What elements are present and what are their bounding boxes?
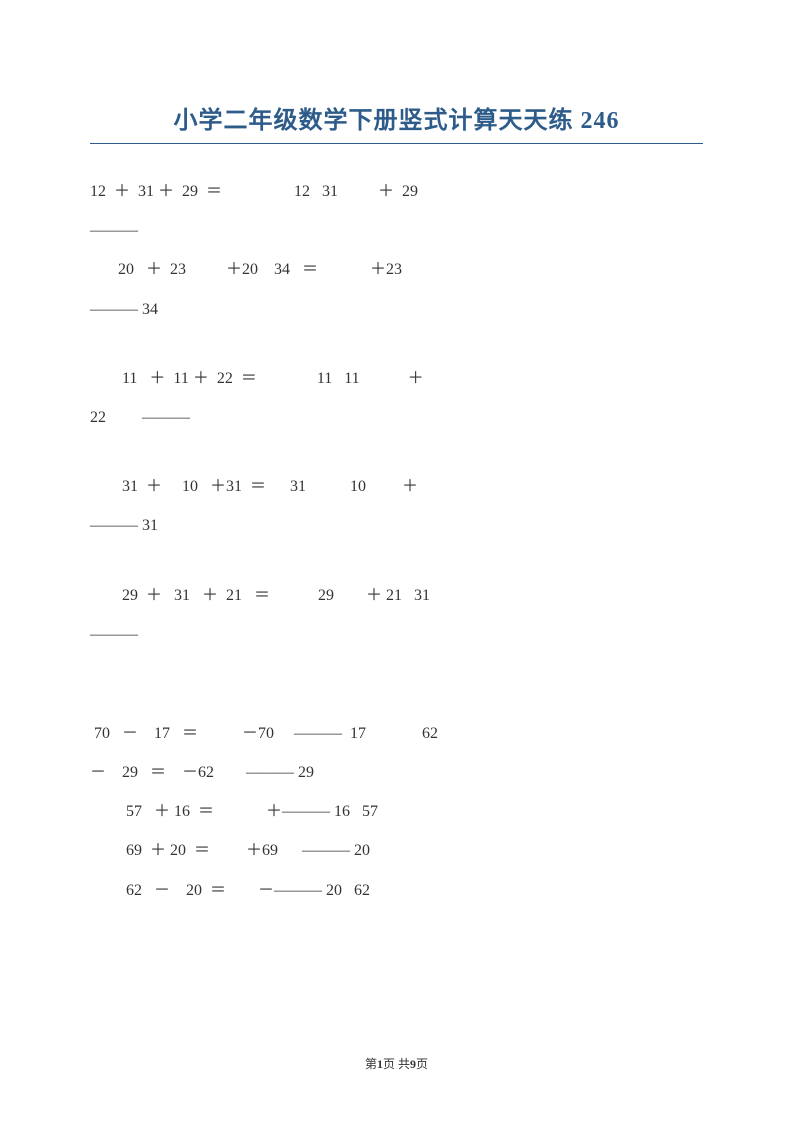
problem-line: 70 － 17 ＝ －70 ——— 17 62 — [90, 716, 703, 751]
problem-line: － 29 ＝ －62 ——— 29 — [90, 755, 703, 790]
problem-line: 22 ——— — [90, 400, 703, 435]
problem-line: 29 ＋ 31 ＋ 21 ＝ 29 ＋ 21 31 — [90, 578, 703, 613]
problem-line: ——— — [90, 617, 703, 652]
spacer — [90, 331, 703, 361]
problem-line: 11 ＋ 11 ＋ 22 ＝ 11 11 ＋ — [90, 361, 703, 396]
worksheet-page: 小学二年级数学下册竖式计算天天练 246 12 ＋ 31 ＋ 29 ＝ 12 3… — [0, 0, 793, 1122]
page-title: 小学二年级数学下册竖式计算天天练 246 — [90, 100, 703, 135]
problem-line: 57 ＋ 16 ＝ ＋——— 16 57 — [90, 794, 703, 829]
problem-line: 62 － 20 ＝ －——— 20 62 — [90, 873, 703, 908]
problem-line: ——— — [90, 213, 703, 248]
problem-line: 12 ＋ 31 ＋ 29 ＝ 12 31 ＋ 29 — [90, 174, 703, 209]
worksheet-content: 12 ＋ 31 ＋ 29 ＝ 12 31 ＋ 29 ——— 20 ＋ 23 ＋2… — [90, 174, 703, 908]
spacer — [90, 656, 703, 716]
footer-suffix: 页 — [416, 1057, 428, 1071]
page-footer: 第1页 共9页 — [0, 1055, 793, 1072]
spacer — [90, 439, 703, 469]
problem-line: 20 ＋ 23 ＋20 34 ＝ ＋23 — [90, 252, 703, 287]
footer-middle: 页 共 — [383, 1057, 410, 1071]
footer-prefix: 第 — [365, 1057, 377, 1071]
problem-line: 69 ＋ 20 ＝ ＋69 ——— 20 — [90, 833, 703, 868]
problem-line: ——— 31 — [90, 508, 703, 543]
problem-line: ——— 34 — [90, 292, 703, 327]
problem-line: 31 ＋ 10 ＋31 ＝ 31 10 ＋ — [90, 469, 703, 504]
title-underline — [90, 143, 703, 144]
spacer — [90, 548, 703, 578]
